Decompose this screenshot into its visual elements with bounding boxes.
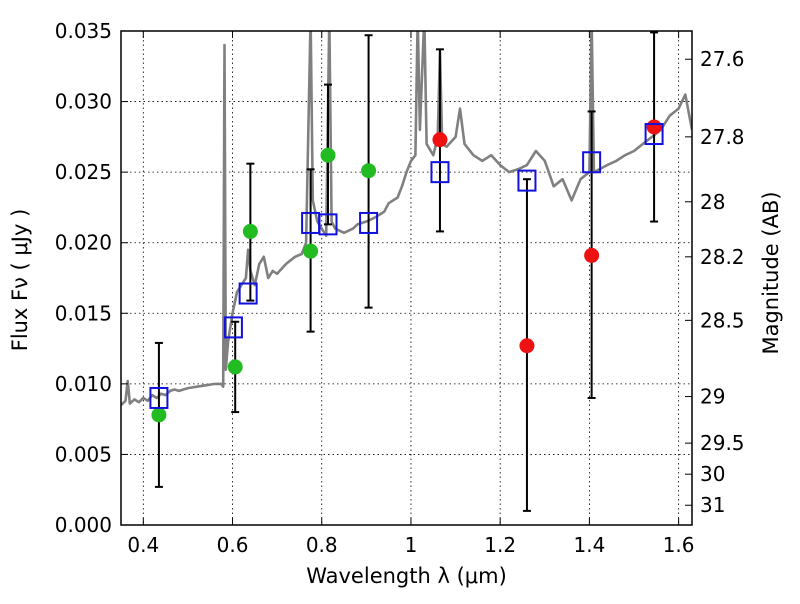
x-tick-label: 0.8 — [306, 533, 338, 557]
data-point-circle — [303, 243, 319, 259]
errorbar-layer — [154, 31, 659, 512]
right-tick-label: 29.5 — [700, 431, 745, 455]
y-tick-label: 0.000 — [55, 513, 112, 537]
data-point-circle — [361, 163, 377, 179]
data-point-square — [359, 211, 379, 234]
data-point-square — [223, 316, 243, 339]
x-tick-label: 0.6 — [217, 533, 249, 557]
y-tick-label: 0.020 — [55, 231, 112, 255]
y-tick-label: 0.005 — [55, 442, 112, 466]
data-point-circle — [242, 223, 258, 239]
x-tick-label: 1.2 — [484, 533, 516, 557]
data-point-circle — [320, 147, 336, 163]
y-tick-label: 0.025 — [55, 160, 112, 184]
y-tick-label: 0.030 — [55, 90, 112, 114]
right-tick-label: 29 — [700, 385, 725, 409]
data-point-circle — [584, 247, 600, 263]
data-point-circle — [227, 359, 243, 375]
x-axis-label: Wavelength λ (μm) — [306, 564, 507, 588]
y-tick-label: 0.015 — [55, 301, 112, 325]
y-tick-label: 0.035 — [55, 19, 112, 43]
right-tick-label: 28.5 — [700, 308, 745, 332]
data-point-square — [318, 213, 338, 236]
x-tick-label: 1.4 — [573, 533, 605, 557]
data-point-square — [238, 282, 258, 305]
plot-frame — [120, 30, 693, 526]
right-tick-label: 28 — [700, 190, 725, 214]
right-tick-label: 27.6 — [700, 47, 745, 71]
data-point-circle — [519, 338, 535, 354]
data-point-square — [149, 386, 169, 409]
grid — [121, 30, 692, 526]
data-point-circle — [646, 119, 662, 135]
marker-layer — [149, 119, 664, 423]
spectrum-layer — [121, 31, 692, 406]
data-point-circle — [151, 407, 167, 423]
data-point-square — [644, 123, 664, 146]
x-tick-label: 0.4 — [127, 533, 159, 557]
y-axis-right-label: Magnitude (AB) — [759, 191, 783, 354]
data-point-square — [430, 161, 450, 184]
spectrum-line — [121, 31, 692, 406]
y-tick-label: 0.010 — [55, 372, 112, 396]
y-axis-label: Flux Fν ( μJy ) — [8, 209, 32, 352]
right-tick-label: 30 — [700, 462, 725, 486]
x-tick-label: 1.6 — [663, 533, 695, 557]
data-point-square — [517, 169, 537, 192]
x-tick-label: 1 — [405, 533, 418, 557]
right-tick-label: 27.8 — [700, 125, 745, 149]
data-point-circle — [432, 132, 448, 148]
tick-layer: 0.4 0.6 0.8 1 1.2 1.4 1.6 0.000 0.005 0.010 0.015 0… — [55, 19, 745, 557]
data-point-square — [582, 151, 602, 174]
right-tick-label: 31 — [700, 493, 725, 517]
right-tick-label: 28.2 — [700, 245, 745, 269]
